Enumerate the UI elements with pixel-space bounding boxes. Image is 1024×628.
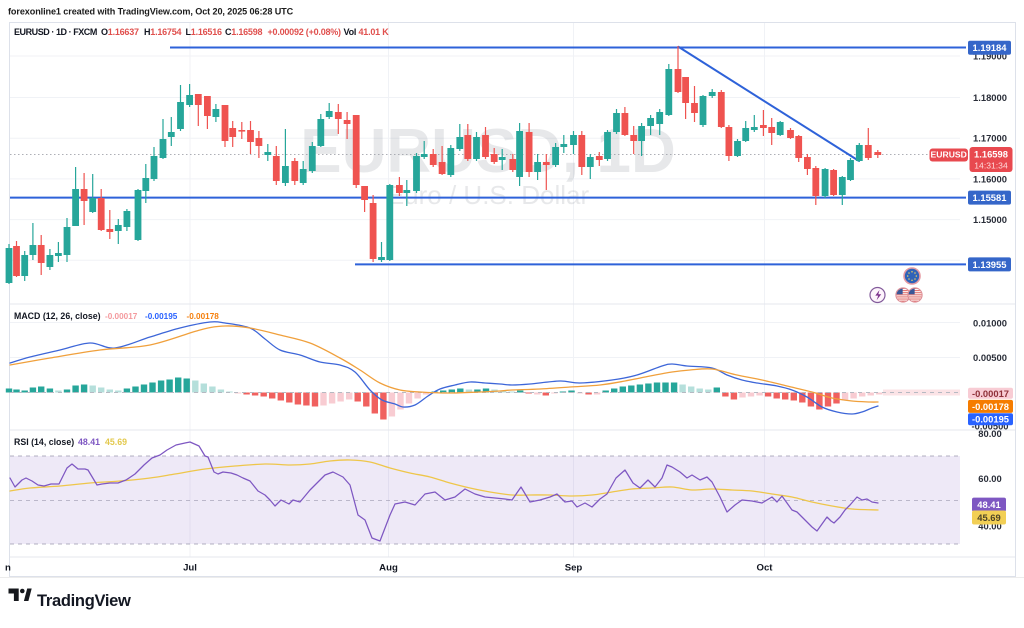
svg-text:Aug: Aug — [379, 563, 398, 574]
svg-text:MACD (12, 26, close)-0.00017-0: MACD (12, 26, close) -0.00017 -0.00195 -0.0… — [14, 311, 219, 321]
svg-text:TradingView: TradingView — [37, 592, 131, 610]
svg-text:60.00: 60.00 — [978, 473, 1001, 484]
svg-text:40.00: 40.00 — [978, 521, 1001, 532]
svg-text:14:31:34: 14:31:34 — [974, 161, 1008, 171]
svg-text:1.16000: 1.16000 — [973, 173, 1007, 184]
svg-text:-0.00500: -0.00500 — [971, 421, 1008, 432]
svg-text:48.41: 48.41 — [977, 499, 1000, 510]
svg-text:1.17000: 1.17000 — [973, 133, 1007, 144]
svg-text:-0.00178: -0.00178 — [972, 401, 1009, 412]
svg-text:1.16598: 1.16598 — [974, 149, 1008, 160]
svg-text:-0.00195: -0.00195 — [972, 414, 1009, 425]
svg-text:1.13955: 1.13955 — [973, 259, 1007, 270]
svg-text:EURUSD: EURUSD — [931, 150, 967, 160]
svg-text:Euro / U.S. Dollar: Euro / U.S. Dollar — [387, 180, 590, 210]
svg-text:-0.00017: -0.00017 — [972, 388, 1009, 399]
svg-text:Sep: Sep — [565, 563, 583, 574]
svg-text:n: n — [5, 563, 11, 574]
svg-text:forexonline1 created with Trad: forexonline1 created with TradingView.co… — [8, 7, 294, 17]
svg-text:1.19000: 1.19000 — [973, 51, 1007, 62]
svg-text:0.00500: 0.00500 — [973, 352, 1007, 363]
svg-text:1.19184: 1.19184 — [973, 42, 1008, 53]
svg-text:Oct: Oct — [757, 563, 774, 574]
svg-text:45.69: 45.69 — [977, 512, 1000, 523]
svg-text:0.01000: 0.01000 — [973, 318, 1007, 329]
svg-text:1.15581: 1.15581 — [973, 192, 1007, 203]
svg-text:Jul: Jul — [183, 563, 197, 574]
svg-text:1.18000: 1.18000 — [973, 92, 1007, 103]
svg-text:1.15000: 1.15000 — [973, 214, 1007, 225]
svg-text:80.00: 80.00 — [978, 428, 1001, 439]
